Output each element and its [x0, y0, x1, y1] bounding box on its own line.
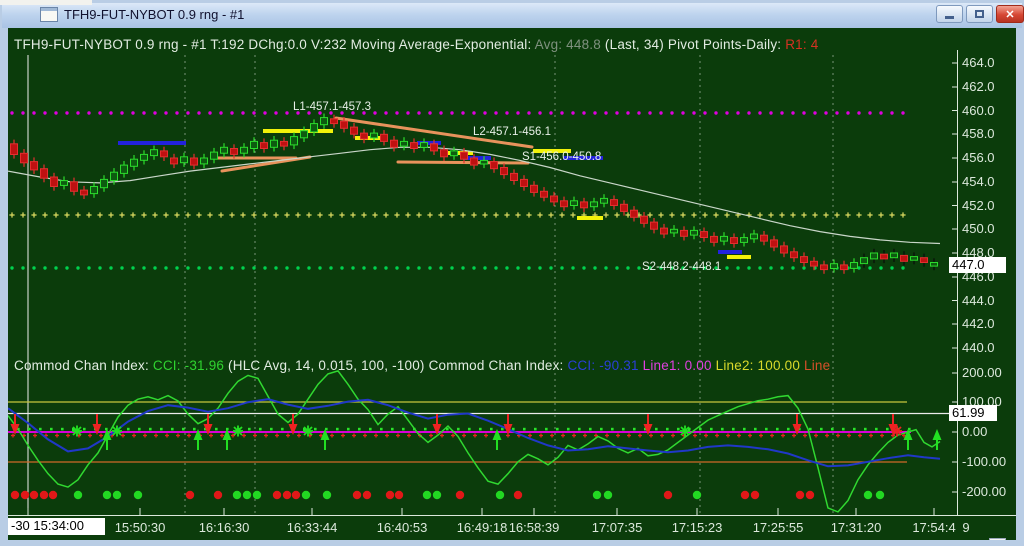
time-tick-label: 16:16:30: [198, 520, 250, 535]
time-tick-label: 16:40:53: [376, 520, 428, 535]
price-tick-label: 442.0: [962, 316, 995, 331]
pivot-line-r1: [10, 111, 905, 115]
price-tick-label: 464.0: [962, 55, 995, 70]
cci-blue-line: [8, 398, 941, 468]
price-tick-label: 450.0: [962, 221, 995, 236]
cci-green-line: [8, 370, 941, 513]
svg-text:L2-457.1-456.1: L2-457.1-456.1: [473, 126, 551, 138]
price-tick-label: 440.0: [962, 340, 995, 355]
chart-status-bar: TFH9-FUT-NYBOT 0.9 rng - #1 T:192 DChg:0…: [14, 36, 946, 54]
sell-arrow-signals: [10, 414, 898, 435]
label-segment: CCI: -90.31: [567, 358, 639, 373]
last-price-badge: 447.0: [949, 257, 1006, 273]
cci-level-lines: [8, 401, 951, 463]
label-segment: Line: [800, 358, 831, 373]
background-window-sliver: [0, 0, 92, 5]
close-button[interactable]: ✕: [996, 5, 1024, 23]
cci-tick-label: 200.00: [962, 365, 1002, 380]
close-icon: ✕: [1005, 8, 1015, 21]
cci-tick-label: -200.00: [962, 484, 1007, 499]
chart-canvas[interactable]: L1-457.1-457.3 L2-457.1-456.1 S1-456.0-450…: [8, 28, 1016, 540]
cci-tick-label: 0.00: [962, 424, 988, 439]
window-title: TFH9-FUT-NYBOT 0.9 rng - #1: [64, 7, 245, 22]
candles-layer: [10, 113, 938, 274]
price-tick-label: 460.0: [962, 102, 995, 118]
session-break-lines: [184, 55, 834, 513]
time-tick-label: 16:49:18: [456, 520, 508, 535]
window-bottom-frame: [0, 540, 1024, 546]
moving-average-line: [8, 146, 941, 245]
time-tick-label: 17:15:23: [671, 520, 723, 535]
label-segment: TFH9-FUT-NYBOT 0.9 rng - #1 T:192 DChg:0…: [14, 37, 535, 52]
label-segment: Pivot Points-Daily:: [667, 37, 786, 52]
trend-lines: [216, 116, 534, 173]
time-tick-label: 9: [962, 520, 970, 535]
cursor-time-badge: -30 15:34:00: [8, 518, 105, 535]
label-segment: Line1: 0.00: [638, 358, 712, 373]
cci-value-badge: 61.99: [949, 405, 997, 421]
svg-text:S2-448.2-448.1: S2-448.2-448.1: [642, 261, 721, 273]
minimize-icon: [945, 16, 954, 19]
maximize-icon: [975, 10, 984, 18]
yellow-dash-marks: [263, 129, 751, 259]
price-tick-label: 456.0: [962, 150, 995, 165]
svg-text:L1-457.1-457.3: L1-457.1-457.3: [293, 101, 371, 113]
green-star-signals: [72, 425, 690, 437]
cci-status-bar: Commod Chan Index: CCI: -31.96 (HLC Avg,…: [14, 357, 946, 375]
time-tick-label: 16:33:44: [286, 520, 338, 535]
time-tick-label: 17:31:20: [830, 520, 882, 535]
label-segment: (HLC Avg, 14, 0.015, 100, -100): [224, 358, 429, 373]
time-tick-label: 17:54:4: [912, 520, 956, 535]
price-tick-label: 452.0: [962, 197, 995, 213]
cci-tick-label: -100.00: [962, 454, 1007, 469]
label-segment: Commod Chan Index:: [14, 358, 153, 373]
label-segment: R1: 4: [785, 37, 819, 52]
cci-zero-ticks: [11, 427, 911, 438]
label-segment: Line2: 100.00: [711, 358, 801, 373]
price-annotations: L1-457.1-457.3 L2-457.1-456.1 S1-456.0-450…: [293, 101, 721, 273]
red-star-signals: [892, 425, 902, 437]
label-segment: (Last, 34): [600, 37, 668, 52]
price-tick-label: 462.0: [962, 79, 995, 94]
minimize-button[interactable]: [936, 5, 963, 23]
svg-text:S1-456.0-450.8: S1-456.0-450.8: [522, 151, 601, 163]
signal-dot-row: [10, 490, 885, 500]
pivot-line-s: [10, 266, 905, 270]
buy-arrow-signals: [102, 429, 942, 450]
time-tick-label: 16:58:39: [508, 520, 560, 535]
price-tick-label: 444.0: [962, 292, 995, 308]
time-tick-label: 15:50:30: [114, 520, 166, 535]
label-segment: Commod Chan Index:: [428, 358, 568, 373]
pivot-line-pp: [9, 212, 906, 218]
time-tick-label: 17:07:35: [591, 520, 643, 535]
maximize-button[interactable]: [966, 5, 993, 23]
axis-lines: [8, 50, 1016, 516]
title-bar[interactable]: [2, 3, 1022, 28]
time-tick-label: 17:25:55: [752, 520, 804, 535]
label-segment: Avg: 448.8: [534, 37, 601, 52]
price-tick-label: 448.0: [962, 245, 995, 260]
label-segment: CCI: -31.96: [152, 358, 225, 373]
price-tick-label: 458.0: [962, 126, 995, 141]
price-tick-label: 454.0: [962, 174, 995, 189]
window-icon[interactable]: [40, 7, 58, 22]
